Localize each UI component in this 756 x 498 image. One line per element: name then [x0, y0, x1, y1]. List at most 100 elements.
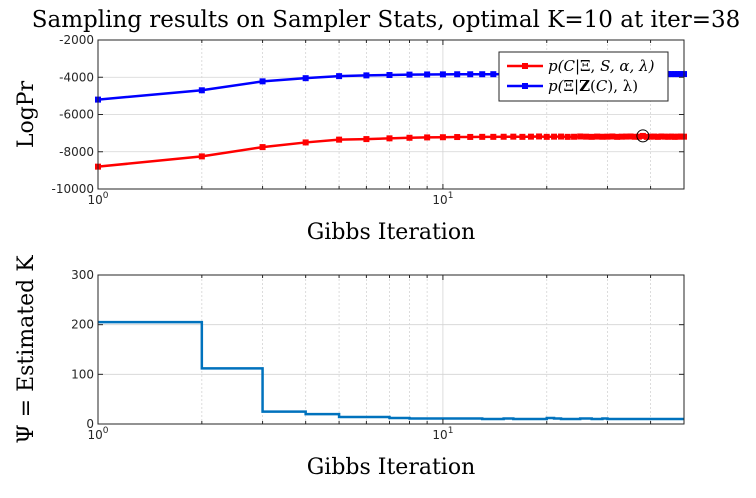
logpr-series-1-point	[671, 133, 678, 140]
logpr-series-1-point	[336, 136, 343, 143]
legend-label-part: p(	[548, 57, 565, 75]
logpr-series-1-point	[627, 133, 634, 140]
y-tick-label: 200	[71, 318, 94, 332]
logpr-series-1-point	[571, 133, 578, 140]
logpr-series-1-point	[363, 136, 370, 143]
logpr-axes: 100 101-10000-8000-6000-4000-2000 Gibbs I…	[14, 33, 687, 245]
logpr-series-1-point	[510, 133, 517, 140]
y-tick-label: -4000	[59, 70, 94, 84]
logpr-series-1-point	[536, 133, 543, 140]
logpr-series-1-point	[564, 133, 571, 140]
x-tick-label-exponent: 1	[448, 191, 454, 201]
logpr-series-1-point	[386, 135, 393, 142]
logpr-series-2-point	[671, 71, 678, 78]
logpr-series-1-point	[674, 133, 681, 140]
logpr-series-1-point	[490, 133, 497, 140]
logpr-series-1-point	[594, 133, 601, 140]
logpr-series-1-point	[614, 133, 621, 140]
logpr-series-1-point	[302, 139, 309, 146]
legend-label-part: , α, λ)	[610, 57, 655, 75]
logpr-series-2-point	[490, 71, 497, 78]
y-tick-label: -8000	[59, 145, 94, 159]
legend-label-part: p(	[548, 77, 565, 95]
logpr-series-1-point	[658, 133, 665, 140]
logpr-series-2-point	[467, 71, 474, 78]
logpr-series-2-point	[668, 71, 675, 78]
legend-label: p(Ξ|Z(C), λ)	[548, 77, 638, 95]
logpr-series-1-point	[677, 133, 684, 140]
x-tick-label: 101	[432, 426, 453, 442]
logpr-series-1-point	[609, 133, 616, 140]
y-tick-label: 100	[71, 367, 94, 381]
logpr-series-1-point	[583, 133, 590, 140]
logpr-series-1-point	[639, 132, 646, 139]
logpr-series-1-point	[647, 133, 654, 140]
logpr-series-2-point	[198, 87, 205, 94]
logpr-series-2-point	[439, 71, 446, 78]
logpr-series-1-point	[668, 133, 675, 140]
x-tick-label: 101	[432, 191, 453, 207]
logpr-series-2-point	[454, 71, 461, 78]
estimated-k-plot-area	[98, 275, 684, 424]
logpr-series-1-point	[599, 133, 606, 140]
logpr-series-1-point	[631, 133, 638, 140]
y-tick-label: -10000	[51, 182, 94, 196]
logpr-series-2-point	[259, 78, 266, 85]
logpr-series-2-point	[406, 71, 413, 78]
legend-label-part: Z	[579, 77, 590, 95]
estimated-k-series	[98, 320, 684, 421]
logpr-series-1-point	[467, 133, 474, 140]
y-tick-label: 0	[86, 417, 94, 431]
legend-label-part: |Ξ,	[575, 57, 600, 75]
logpr-series-1-point	[604, 133, 611, 140]
x-tick-label-base: 10	[432, 193, 447, 207]
logpr-series-1-point	[558, 133, 565, 140]
logpr-series-1-point	[623, 133, 630, 140]
logpr-series-1-point	[519, 133, 526, 140]
x-tick-label: 100	[87, 191, 108, 207]
estimated-k-y-axis-label: Ψ = Estimated K	[14, 255, 39, 444]
logpr-series-2-point	[336, 73, 343, 80]
estimated-k-axes-box	[97, 274, 685, 425]
logpr-series-1-point	[665, 133, 672, 140]
logpr-series-1-point	[651, 133, 658, 140]
logpr-series-2-point	[363, 72, 370, 79]
logpr-series-2-point	[674, 71, 681, 78]
x-tick-label-exponent: 0	[103, 426, 109, 436]
legend-swatch-marker	[522, 83, 528, 89]
logpr-series-2-point	[479, 71, 486, 78]
optimal-iteration-marker	[636, 129, 650, 143]
logpr-series-1-point	[618, 133, 625, 140]
logpr-x-axis-label: Gibbs Iteration	[307, 220, 476, 245]
logpr-series-1-point	[661, 133, 668, 140]
figure-title: Sampling results on Sampler Stats, optim…	[32, 7, 741, 33]
logpr-series-2-point	[302, 75, 309, 82]
logpr-ticks: 100 101-10000-8000-6000-4000-2000	[51, 33, 685, 207]
estimated-k-x-axis-label: Gibbs Iteration	[307, 455, 476, 480]
logpr-y-axis-label: LogPr	[14, 80, 39, 148]
logpr-series-1-point	[654, 133, 661, 140]
logpr-series-1-point	[500, 133, 507, 140]
logpr-series-1-point	[479, 133, 486, 140]
legend-label-part: S	[600, 57, 610, 75]
logpr-series-1-point	[635, 133, 642, 140]
logpr-series-1-point	[454, 134, 461, 141]
legend-label: p(C|Ξ, S, α, λ)	[548, 57, 655, 75]
logpr-series-1-point	[588, 133, 595, 140]
legend-swatch-marker	[522, 63, 528, 69]
x-tick-label: 100	[87, 426, 108, 442]
legend-items: p(C|Ξ, S, α, λ) p(Ξ|Z(C), λ)	[507, 57, 655, 95]
x-tick-label-exponent: 1	[448, 426, 454, 436]
legend-label-part: ), λ)	[607, 77, 638, 95]
logpr-series-1-point	[551, 133, 558, 140]
logpr-series-2-point	[424, 71, 431, 78]
logpr-series-1-point	[439, 134, 446, 141]
logpr-series-1-point	[643, 133, 650, 140]
estimated-k-series-line	[98, 320, 684, 421]
logpr-series-1-point	[259, 144, 266, 151]
estimated-k-grid	[98, 275, 684, 424]
y-tick-label: -2000	[59, 33, 94, 47]
